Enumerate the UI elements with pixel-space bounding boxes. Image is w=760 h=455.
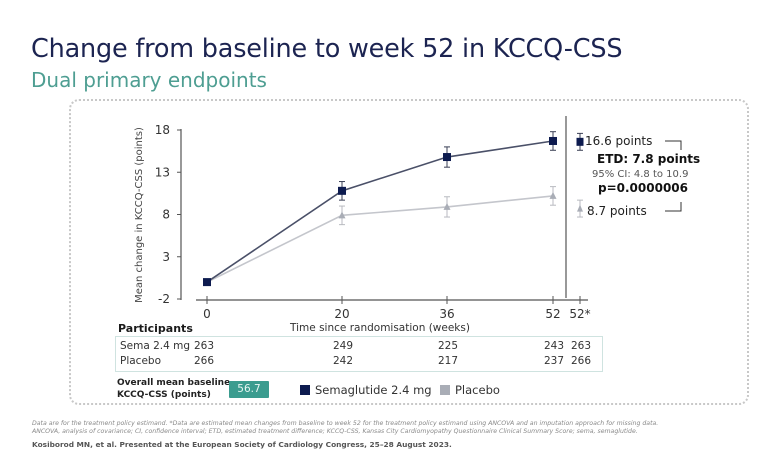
participants-table: Sema 2.4 mg Placebo 263 249 225 243 263 266 24… xyxy=(115,336,603,372)
legend-swatch-semaglutide xyxy=(300,385,310,395)
series-line-placebo xyxy=(206,195,554,283)
data-point-placebo xyxy=(338,211,346,219)
legend-swatch-placebo xyxy=(440,385,450,395)
participants-cell: 266 xyxy=(194,355,215,367)
participants-title: Participants xyxy=(118,322,193,335)
x-tick-label: 0 xyxy=(203,307,211,321)
chart-panel xyxy=(69,99,749,405)
footnote-line2: ANCOVA, analysis of covariance; CI, conf… xyxy=(32,428,638,435)
participants-cell: 249 xyxy=(333,340,354,352)
legend-item-semaglutide: Semaglutide 2.4 mg xyxy=(300,383,432,397)
baseline-label: Overall mean baseline KCCQ-CSS (points) xyxy=(117,377,230,401)
y-tick-label: 13 xyxy=(155,165,170,179)
endpoint-point-semaglutide xyxy=(576,137,584,146)
y-tick-label: 8 xyxy=(162,208,170,222)
data-point-semaglutide xyxy=(443,153,451,162)
page-subtitle: Dual primary endpoints xyxy=(31,68,267,92)
baseline-label-line2: KCCQ-CSS (points) xyxy=(117,390,211,400)
y-tick-label: 3 xyxy=(162,250,170,264)
sema-endpoint-label: 16.6 points xyxy=(585,134,652,148)
participants-cell: 266 xyxy=(571,355,592,367)
data-point-semaglutide xyxy=(338,186,346,195)
x-tick-label: 52 xyxy=(545,307,560,321)
baseline-label-line1: Overall mean baseline xyxy=(117,378,231,388)
legend-label-semaglutide: Semaglutide 2.4 mg xyxy=(315,383,432,397)
y-tick-label: -2 xyxy=(158,292,170,306)
baseline-value-badge: 56.7 xyxy=(229,381,269,398)
bracket-top xyxy=(665,140,682,150)
p-value-label: p=0.0000006 xyxy=(598,181,688,195)
etd-label: ETD: 7.8 points xyxy=(597,152,700,166)
ci-label: 95% CI: 4.8 to 10.9 xyxy=(592,169,688,180)
x-tick-label: 36 xyxy=(439,307,454,321)
participants-cell: 243 xyxy=(544,340,565,352)
x-axis-label: Time since randomisation (weeks) xyxy=(289,322,470,334)
participants-cell: 263 xyxy=(571,340,592,352)
endpoint-point-placebo xyxy=(577,204,583,212)
legend-item-placebo: Placebo xyxy=(440,383,500,397)
participants-cell: 242 xyxy=(333,355,354,367)
citation: Kosiborod MN, et al. Presented at the Eu… xyxy=(32,440,452,449)
y-axis-label: Mean change in KCCQ-CSS (points) xyxy=(134,127,145,303)
footnote-line1: Data are for the treatment policy estima… xyxy=(32,420,659,427)
placebo-endpoint-label: 8.7 points xyxy=(587,204,647,218)
participants-row-sema-label: Sema 2.4 mg xyxy=(120,340,191,352)
legend-label-placebo: Placebo xyxy=(455,383,500,397)
participants-cell: 217 xyxy=(438,355,459,367)
bracket-bottom xyxy=(665,202,682,212)
x-tick-label: 20 xyxy=(334,307,349,321)
participants-cell: 225 xyxy=(438,340,459,352)
data-point-placebo xyxy=(443,202,451,210)
x-tick-label: 52* xyxy=(569,307,590,321)
y-tick-label: 18 xyxy=(155,123,170,137)
footnotes: Data are for the treatment policy estima… xyxy=(32,420,752,436)
data-point-semaglutide xyxy=(549,136,557,145)
data-point-semaglutide xyxy=(203,278,211,287)
data-point-placebo xyxy=(549,191,557,199)
participants-row-placebo-label: Placebo xyxy=(120,355,162,367)
participants-cell: 237 xyxy=(544,355,565,367)
page-title: Change from baseline to week 52 in KCCQ-… xyxy=(31,34,623,64)
participants-cell: 263 xyxy=(194,340,215,352)
series-line-semaglutide xyxy=(206,140,554,283)
